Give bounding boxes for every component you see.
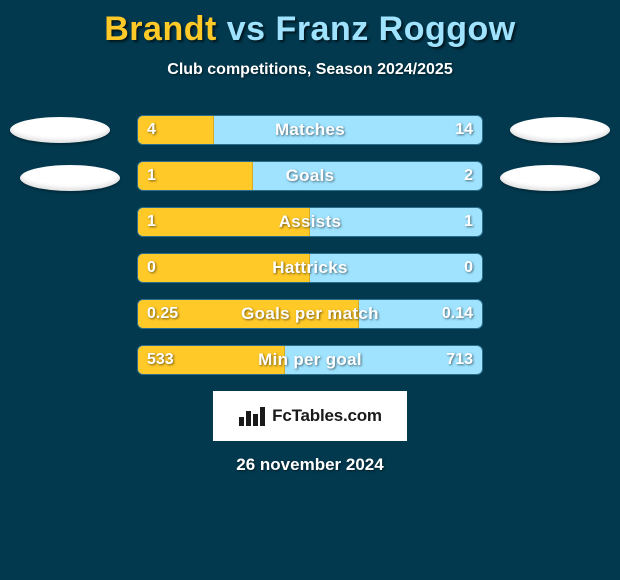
vs-separator: vs [227, 10, 266, 48]
bar-fill [138, 254, 310, 282]
bar-track [137, 115, 483, 145]
bars-icon [238, 405, 266, 427]
bar-track [137, 161, 483, 191]
bar-track [137, 345, 483, 375]
stat-row: Assists11 [0, 207, 620, 237]
logo-text: FcTables.com [272, 406, 382, 426]
player1-name: Brandt [104, 10, 217, 48]
bar-fill [138, 116, 214, 144]
bar-track [137, 253, 483, 283]
bar-fill [138, 208, 310, 236]
stat-row: Goals12 [0, 161, 620, 191]
bar-track [137, 299, 483, 329]
snapshot-date: 26 november 2024 [0, 455, 620, 475]
comparison-chart: Matches414 Goals12 Assists11 Hattricks00 Goa… [0, 115, 620, 375]
bar-track [137, 207, 483, 237]
fctables-logo: FcTables.com [213, 391, 407, 441]
comparison-title: Brandt vs Franz Roggow [0, 0, 620, 49]
stat-row: Matches414 [0, 115, 620, 145]
player2-name: Franz Roggow [276, 10, 516, 48]
stat-row: Hattricks00 [0, 253, 620, 283]
stat-row: Goals per match0.250.14 [0, 299, 620, 329]
stat-row: Min per goal533713 [0, 345, 620, 375]
comparison-subtitle: Club competitions, Season 2024/2025 [0, 61, 620, 79]
bar-fill [138, 346, 285, 374]
bar-fill [138, 162, 253, 190]
bar-fill [138, 300, 359, 328]
